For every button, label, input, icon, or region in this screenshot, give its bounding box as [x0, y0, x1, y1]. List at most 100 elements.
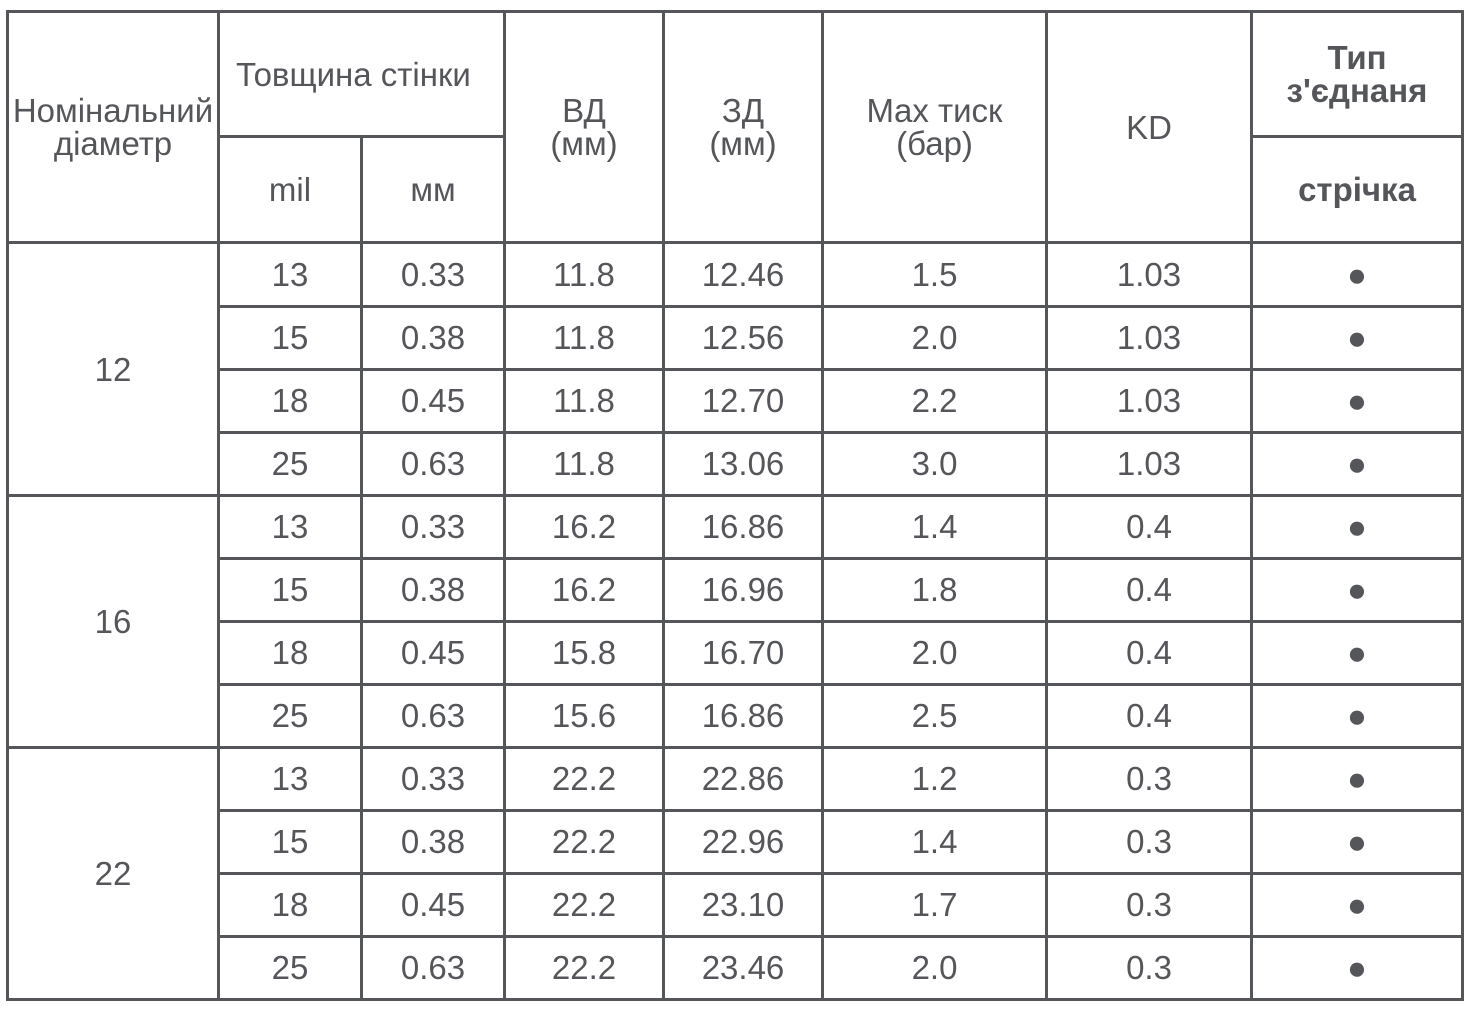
cell-tape: ● [1250, 556, 1464, 623]
table-row: 25 0.63 22.2 23.46 2.0 0.3 ● [8, 934, 1464, 1002]
header-outer-diameter: ЗД (мм) [662, 9, 824, 245]
cell-od: 22.86 [662, 745, 824, 812]
cell-mm: 0.63 [360, 430, 506, 497]
cell-id: 16.2 [503, 493, 665, 560]
cell-kd: 0.4 [1045, 682, 1253, 749]
cell-od: 12.56 [662, 304, 824, 371]
cell-kd: 1.03 [1045, 430, 1253, 497]
table-row: 25 0.63 11.8 13.06 3.0 1.03 ● [8, 430, 1464, 497]
header-od-line1: ЗД [721, 92, 765, 130]
cell-kd: 0.4 [1045, 556, 1253, 623]
cell-kd: 1.03 [1045, 367, 1253, 434]
cell-mm: 0.33 [360, 241, 506, 308]
cell-od: 12.46 [662, 241, 824, 308]
cell-pressure: 1.8 [821, 556, 1048, 623]
header-connection-type: Тип з'єднаня [1250, 9, 1464, 139]
header-nominal-line1: Номінальний [12, 92, 214, 130]
header-pressure-line1: Max тиск [866, 92, 1003, 130]
cell-mm: 0.33 [360, 745, 506, 812]
cell-id: 11.8 [503, 304, 665, 371]
cell-pressure: 2.0 [821, 304, 1048, 371]
header-pressure-line2: (бар) [896, 125, 973, 163]
cell-mm: 0.38 [360, 556, 506, 623]
cell-mil: 13 [217, 493, 363, 560]
cell-od: 23.46 [662, 934, 824, 1002]
table-row: 18 0.45 11.8 12.70 2.2 1.03 ● [8, 367, 1464, 434]
cell-tape: ● [1250, 619, 1464, 686]
cell-kd: 0.3 [1045, 808, 1253, 875]
cell-mm: 0.63 [360, 682, 506, 749]
header-wall-thickness: Товщина стінки [217, 9, 506, 139]
cell-id: 15.8 [503, 619, 665, 686]
header-max-pressure: Max тиск (бар) [821, 9, 1048, 245]
cell-mil: 25 [217, 682, 363, 749]
cell-pressure: 1.4 [821, 493, 1048, 560]
cell-id: 22.2 [503, 871, 665, 938]
cell-mil: 13 [217, 745, 363, 812]
cell-od: 16.86 [662, 682, 824, 749]
cell-pressure: 2.5 [821, 682, 1048, 749]
table-row: 16 13 0.33 16.2 16.86 1.4 0.4 ● [6, 493, 1464, 749]
table-row: 15 0.38 11.8 12.56 2.0 1.03 ● [8, 304, 1464, 371]
cell-id: 22.2 [503, 934, 665, 1002]
header-od-line2: (мм) [709, 125, 777, 163]
cell-id: 22.2 [503, 745, 665, 812]
table-row: 15 0.38 22.2 22.96 1.4 0.3 ● [8, 808, 1464, 875]
cell-od: 23.10 [662, 871, 824, 938]
cell-kd: 1.03 [1045, 241, 1253, 308]
cell-tape: ● [1250, 367, 1464, 434]
table-row: 25 0.63 15.6 16.86 2.5 0.4 ● [8, 682, 1464, 749]
header-mm: мм [360, 135, 506, 245]
cell-mm: 0.63 [360, 934, 506, 1002]
header-mil: mil [217, 135, 363, 245]
cell-od: 16.70 [662, 619, 824, 686]
cell-tape: ● [1250, 871, 1464, 938]
cell-mil: 15 [217, 556, 363, 623]
cell-id: 11.8 [503, 430, 665, 497]
cell-od: 12.70 [662, 367, 824, 434]
cell-mm: 0.45 [360, 871, 506, 938]
cell-id: 11.8 [503, 241, 665, 308]
cell-od: 16.96 [662, 556, 824, 623]
cell-pressure: 1.4 [821, 808, 1048, 875]
cell-tape: ● [1250, 241, 1464, 308]
nominal-diameter-cell: 22 [6, 745, 220, 1002]
cell-tape: ● [1250, 304, 1464, 371]
cell-tape: ● [1250, 493, 1464, 560]
cell-mil: 18 [217, 871, 363, 938]
cell-pressure: 2.2 [821, 367, 1048, 434]
table-row: 12 13 0.33 11.8 12.46 1.5 1.03 ● [6, 241, 1464, 497]
cell-id: 15.6 [503, 682, 665, 749]
header-nominal-diameter: Номінальний діаметр [6, 9, 220, 245]
cell-kd: 0.3 [1045, 934, 1253, 1002]
cell-tape: ● [1250, 934, 1464, 1002]
cell-kd: 0.4 [1045, 619, 1253, 686]
cell-tape: ● [1250, 682, 1464, 749]
cell-mil: 15 [217, 304, 363, 371]
cell-tape: ● [1250, 745, 1464, 812]
table-row: 15 0.38 16.2 16.96 1.8 0.4 ● [8, 556, 1464, 623]
header-id-line1: ВД [562, 92, 606, 130]
cell-mm: 0.38 [360, 304, 506, 371]
header-kd: KD [1045, 9, 1253, 245]
table-row: 22 13 0.33 22.2 22.86 1.2 0.3 ● [6, 745, 1464, 1002]
cell-mil: 25 [217, 934, 363, 1002]
cell-od: 13.06 [662, 430, 824, 497]
cell-mm: 0.45 [360, 367, 506, 434]
cell-mil: 18 [217, 367, 363, 434]
cell-mil: 13 [217, 241, 363, 308]
cell-mm: 0.38 [360, 808, 506, 875]
cell-id: 16.2 [503, 556, 665, 623]
cell-kd: 0.3 [1045, 745, 1253, 812]
spec-table: Номінальний діаметр Товщина стінки ВД (м… [6, 9, 1464, 1002]
cell-id: 11.8 [503, 367, 665, 434]
cell-pressure: 1.5 [821, 241, 1048, 308]
cell-mm: 0.45 [360, 619, 506, 686]
cell-pressure: 1.7 [821, 871, 1048, 938]
cell-tape: ● [1250, 430, 1464, 497]
cell-mil: 18 [217, 619, 363, 686]
header-nominal-line2: діаметр [53, 125, 173, 163]
cell-id: 22.2 [503, 808, 665, 875]
cell-od: 16.86 [662, 493, 824, 560]
cell-od: 22.96 [662, 808, 824, 875]
